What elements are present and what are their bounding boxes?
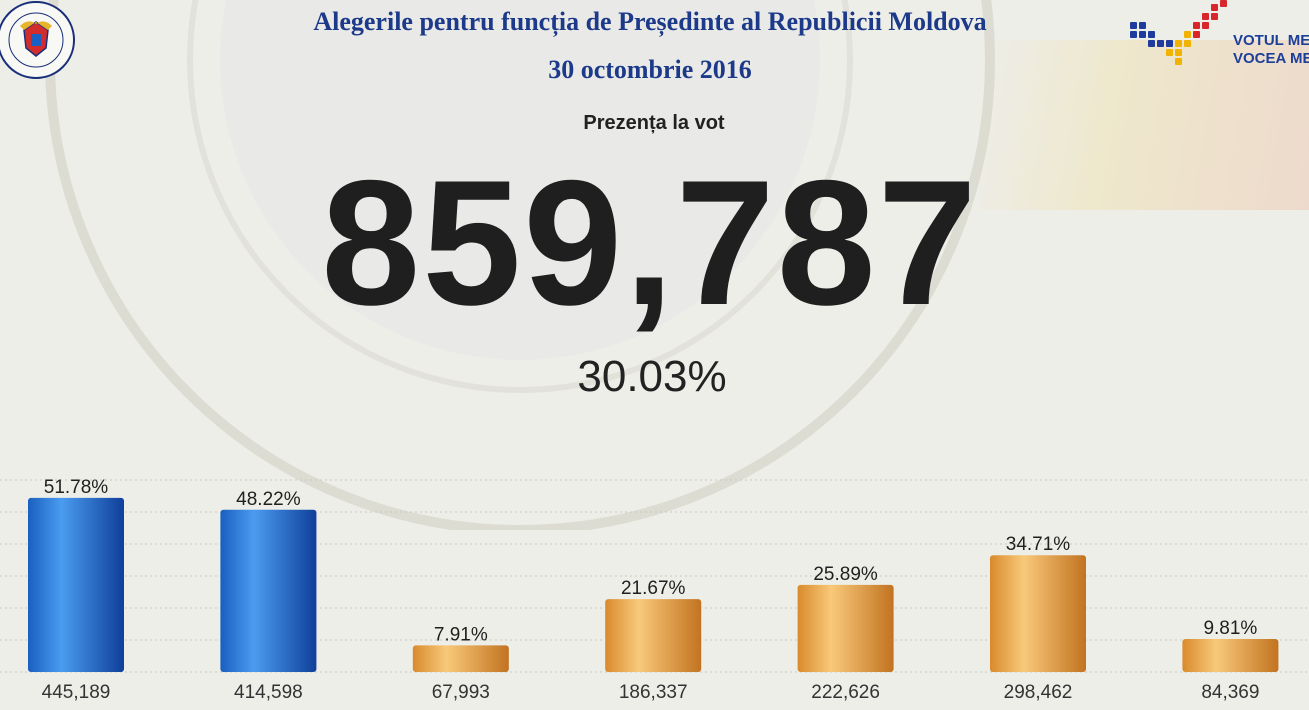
bar-vote-count: 84,369 (1201, 682, 1259, 703)
brand-logo (1130, 0, 1227, 65)
results-bar-chart: 51.78% 445,189 48.22% 414,598 7.91% 67,993 21.… (0, 477, 1309, 703)
turnout-percent: 30.03% (577, 352, 727, 401)
bar-vote-count: 445,189 (42, 682, 111, 703)
bar-value-label: 48.22% (236, 489, 301, 510)
bar-value-label: 34.71% (1006, 534, 1071, 555)
brand-tagline: VOTUL ME VOCEA ME (1233, 32, 1309, 68)
page-title: Alegerile pentru funcția de Președinte a… (313, 7, 987, 36)
bar-value-label: 21.67% (621, 578, 686, 599)
bar-vote-count: 67,993 (432, 682, 490, 703)
bar (797, 584, 894, 672)
cec-seal-logo (0, 1, 75, 79)
bar (605, 599, 702, 672)
bar-vote-count: 222,626 (811, 682, 880, 703)
chart-bars: 51.78% 445,189 48.22% 414,598 7.91% 67,993 21.… (28, 477, 1279, 703)
bar (220, 509, 317, 672)
brand-line-1: VOTUL ME (1233, 32, 1309, 49)
bar-value-label: 51.78% (44, 477, 109, 498)
brand-line-2: VOCEA ME (1233, 50, 1309, 67)
bar-value-label: 25.89% (813, 564, 878, 585)
chart-grid (0, 479, 1309, 673)
bar-value-label: 9.81% (1203, 618, 1257, 639)
turnout-label: Prezența la vot (583, 112, 725, 134)
bar-value-label: 7.91% (434, 624, 488, 645)
bar (28, 497, 124, 672)
bar-vote-count: 298,462 (1004, 682, 1073, 703)
bar (412, 645, 509, 672)
bar (1182, 639, 1279, 672)
bar (990, 555, 1086, 672)
bar-vote-count: 186,337 (619, 682, 688, 703)
election-date: 30 octombrie 2016 (548, 55, 752, 84)
turnout-count: 859,787 (321, 143, 979, 342)
bar-vote-count: 414,598 (234, 682, 303, 703)
